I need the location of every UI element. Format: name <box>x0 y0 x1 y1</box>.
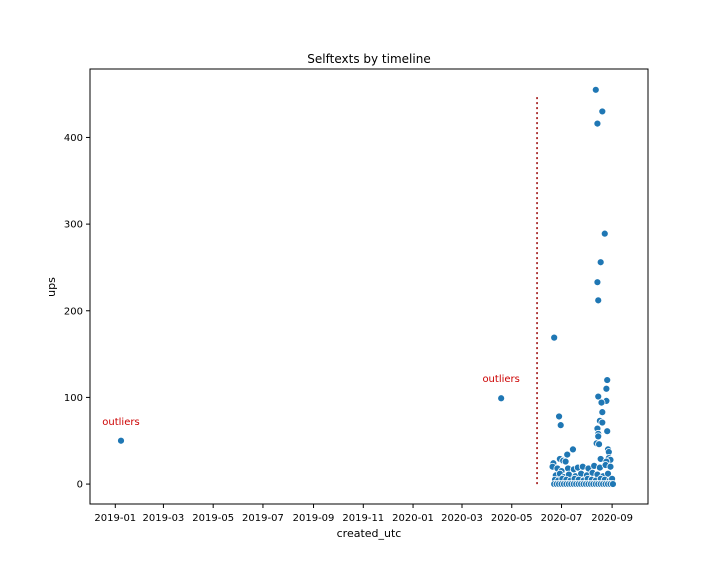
data-point <box>497 394 506 403</box>
data-point <box>597 398 606 407</box>
x-tick-label: 2020-05 <box>491 513 533 524</box>
data-point <box>598 418 607 427</box>
data-point <box>600 229 609 238</box>
x-tick-label: 2020-03 <box>441 513 483 524</box>
data-point <box>555 412 563 421</box>
data-point <box>603 427 612 436</box>
data-point <box>595 440 603 449</box>
data-point <box>593 278 602 287</box>
data-point <box>603 376 612 384</box>
data-point <box>556 421 565 430</box>
x-tick-label: 2020-01 <box>392 513 434 524</box>
y-tick-label: 100 <box>64 393 83 404</box>
data-point <box>117 436 125 445</box>
chart-title: Selftexts by timeline <box>307 52 430 66</box>
outliers-annotation: outliers <box>102 417 139 428</box>
x-tick-label: 2019-03 <box>143 513 185 524</box>
data-point <box>609 480 617 488</box>
data-point <box>594 392 603 401</box>
plot-frame <box>89 68 649 505</box>
data-marks: outliers outliers <box>102 85 617 488</box>
data-point <box>598 107 607 116</box>
axis-ticks: 2019-01 2019-03 2019-05 2019-07 2019-09 2019-… <box>64 133 633 524</box>
outliers-annotation: outliers <box>482 374 519 385</box>
data-point <box>594 432 603 441</box>
data-point <box>561 457 570 466</box>
y-tick-label: 400 <box>64 133 83 144</box>
data-point <box>602 384 611 393</box>
x-tick-label: 2019-09 <box>293 513 335 524</box>
data-point <box>591 85 600 94</box>
data-point <box>569 445 577 454</box>
x-axis-label: created_utc <box>337 527 402 540</box>
x-tick-label: 2019-05 <box>192 513 234 524</box>
data-point <box>550 333 559 342</box>
data-point <box>596 258 605 267</box>
x-tick-label: 2019-11 <box>342 513 384 524</box>
x-tick-label: 2020-09 <box>591 513 633 524</box>
data-point <box>606 462 615 471</box>
data-point <box>563 450 572 459</box>
y-tick-label: 300 <box>64 220 83 231</box>
y-tick-label: 200 <box>64 306 83 317</box>
x-tick-label: 2020-07 <box>541 513 583 524</box>
x-tick-label: 2019-01 <box>94 513 136 524</box>
data-point <box>598 408 607 417</box>
x-tick-label: 2019-07 <box>242 513 284 524</box>
data-point <box>593 119 602 128</box>
data-point <box>594 296 603 305</box>
y-tick-label: 0 <box>77 480 83 491</box>
y-axis-label: ups <box>45 277 58 297</box>
